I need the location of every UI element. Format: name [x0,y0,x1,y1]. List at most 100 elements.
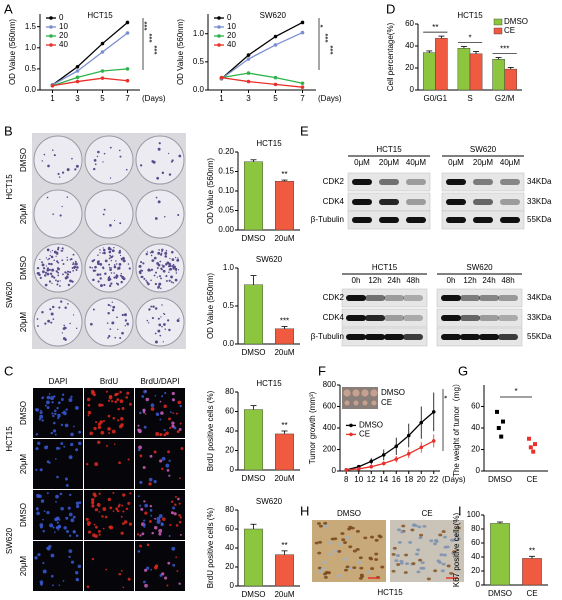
nucleus [418,558,423,562]
nucleus [433,569,438,573]
cell [179,422,182,425]
cell [176,430,180,434]
cell [150,403,155,408]
colony [166,261,170,265]
blot-band [446,179,466,185]
cell [178,513,181,517]
colony [36,266,40,270]
colony [115,275,118,279]
nucleus [438,533,443,537]
bar [275,181,295,231]
point [381,453,386,457]
nucleus [370,567,375,570]
legend-marker [217,16,221,20]
cell [72,530,76,534]
cell [175,412,178,415]
colony [71,157,73,160]
cell [58,519,61,521]
colony [102,213,105,216]
colony [72,314,75,316]
nucleus [374,558,379,561]
treatment-label: 20μM [19,556,28,577]
cell [154,394,157,397]
cell [39,410,43,415]
colony [177,257,179,259]
blot-band [365,295,385,301]
colony [102,247,104,249]
nucleus [410,528,415,532]
colony [168,328,171,332]
cell [143,580,146,584]
colony [170,275,173,279]
cell [112,510,115,512]
colony [171,265,174,268]
x-tick-label: 20uM [274,348,294,357]
series-line [221,72,303,84]
nucleus [399,561,404,565]
colony [47,164,50,168]
point [300,85,305,89]
cell [37,553,41,557]
cell [171,546,176,551]
cell [62,579,65,582]
cell [122,493,126,497]
colony [164,251,168,255]
cell-line-label: SW620 [5,527,14,554]
cell [91,500,95,504]
cell [97,425,102,430]
colony [73,267,76,270]
treatment-label: 20μM [19,204,28,225]
colony [160,277,162,280]
blot-band [500,217,520,223]
cell [142,523,146,527]
colony [158,275,162,278]
legend-swatch [493,18,503,26]
bar [435,38,448,91]
legend-marker [349,432,353,437]
cell [39,468,43,472]
colony [48,262,51,266]
cell [166,584,169,587]
cell [155,432,160,436]
colony [69,279,72,283]
point [528,445,533,450]
y-tick-label: 40 [225,426,234,435]
cell [75,571,79,575]
colony [152,305,155,308]
point [125,20,130,25]
point [531,449,536,454]
chart-title: HCT15 [457,11,483,20]
nucleus [359,566,364,570]
x-tick-label: 20 [417,475,426,484]
series-line [346,411,435,471]
nucleus [441,562,446,566]
cell [92,391,96,394]
channel-label: DAPI [49,377,68,386]
nucleus [437,561,442,564]
cell [35,507,39,511]
colony [57,274,60,277]
colony [90,322,93,326]
colony-plate [135,189,185,239]
nucleus [322,560,327,564]
cell [150,568,153,571]
nucleus [341,538,346,542]
y-tick-label: 0.15 [218,167,234,176]
colony [173,265,175,267]
colony [157,329,161,333]
cell [68,512,73,517]
colony [149,252,152,254]
colony [61,171,65,174]
colony [66,256,68,259]
panel-letter: E [300,123,309,138]
cell [169,523,172,527]
colony [157,251,161,255]
blot-band [352,217,372,223]
cell [178,520,182,524]
colony [53,154,56,157]
significance: *** [324,33,333,42]
cell [112,416,116,420]
cell [125,507,129,511]
colony [67,303,69,305]
cell [153,565,158,570]
